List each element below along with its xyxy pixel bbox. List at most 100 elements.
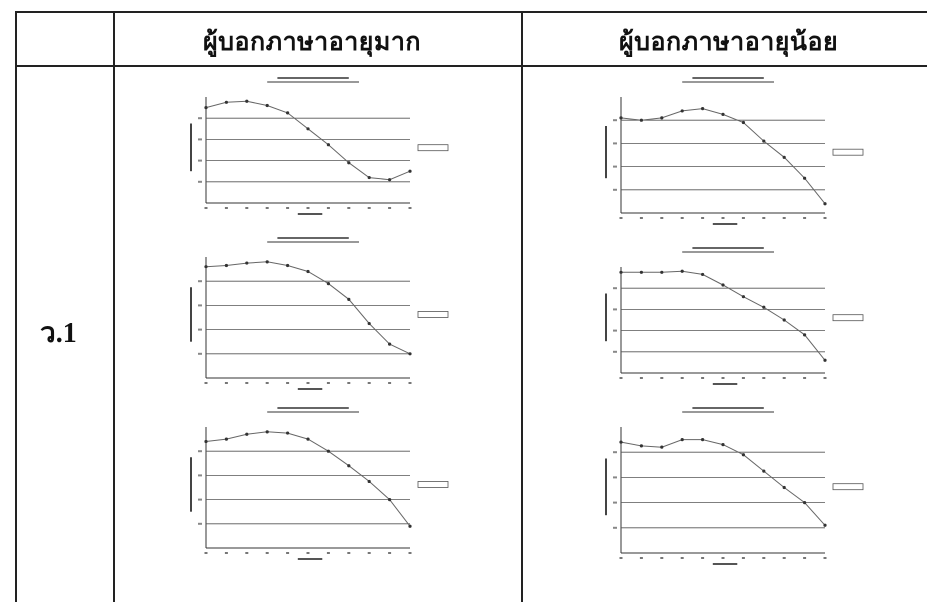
chart-x-tick <box>782 557 786 559</box>
younger-chart-2 <box>585 245 875 395</box>
chart-point <box>741 120 745 125</box>
chart-y-tick <box>613 526 617 529</box>
older-chart-1 <box>170 75 460 225</box>
chart-x-tick <box>741 217 745 219</box>
chart-y-tick <box>198 280 202 283</box>
chart-subtitle-mark <box>682 81 774 83</box>
older-chart-2 <box>170 235 460 400</box>
chart-point <box>306 437 310 441</box>
chart-point <box>286 263 290 268</box>
chart-point <box>660 445 664 449</box>
chart-x-tick <box>741 557 745 559</box>
chart-point <box>762 139 766 143</box>
chart-point <box>741 453 745 457</box>
chart-x-tick <box>245 382 249 384</box>
chart-point <box>782 155 786 159</box>
chart-legend <box>417 144 449 152</box>
chart-x-tick <box>245 207 249 209</box>
chart-point <box>367 479 371 484</box>
chart-x-tick <box>701 217 705 219</box>
chart-point <box>347 161 351 165</box>
chart-point <box>741 295 745 299</box>
chart-point <box>224 263 228 268</box>
chart-y-tick <box>613 142 617 145</box>
younger-chart-3 <box>585 405 875 575</box>
chart-x-tick <box>680 557 684 559</box>
header-bottom-border <box>15 65 927 67</box>
younger-chart-1 <box>585 75 875 235</box>
chart-point <box>823 202 827 206</box>
chart-point <box>388 342 392 346</box>
chart-point <box>388 178 392 182</box>
chart-point <box>245 432 249 436</box>
chart-point <box>224 100 228 104</box>
chart-point <box>326 143 330 147</box>
chart-point <box>782 485 786 490</box>
chart-title-mark <box>692 407 764 409</box>
chart-x-tick <box>388 207 392 209</box>
chart-y-tick <box>198 498 202 501</box>
chart-x-tick <box>619 377 623 379</box>
chart-x-tick <box>306 552 310 554</box>
chart-x-tick <box>347 552 351 554</box>
chart-x-tick <box>245 552 249 554</box>
chart-x-tick <box>782 217 786 219</box>
chart-ylabel-mark <box>190 287 192 342</box>
chart-point <box>265 260 269 264</box>
chart-y-tick <box>613 287 617 290</box>
chart-x-tick <box>306 207 310 209</box>
chart-point <box>619 440 623 444</box>
row-label: ว.1 <box>40 318 77 349</box>
chart-point <box>660 116 664 120</box>
chart-x-tick <box>326 382 330 384</box>
chart-y-tick <box>198 328 202 331</box>
chart-x-tick <box>265 207 269 209</box>
older-chart-2-svg <box>190 237 449 390</box>
chart-point <box>408 352 412 356</box>
chart-x-tick <box>639 557 643 559</box>
chart-series-line <box>205 431 411 527</box>
chart-subtitle-mark <box>267 411 359 413</box>
chart-x-tick <box>639 217 643 219</box>
chart-x-tick <box>639 377 643 379</box>
chart-y-tick <box>613 350 617 353</box>
chart-x-tick <box>823 557 827 559</box>
chart-y-tick <box>613 501 617 504</box>
chart-point <box>660 270 664 274</box>
chart-x-tick <box>408 382 412 384</box>
chart-x-tick <box>347 207 351 209</box>
chart-x-tick <box>823 217 827 219</box>
chart-legend <box>832 314 864 322</box>
chart-x-tick <box>680 217 684 219</box>
chart-point <box>639 118 643 122</box>
chart-x-tick <box>286 552 290 554</box>
chart-series-line <box>205 261 411 355</box>
chart-y-tick <box>613 451 617 454</box>
chart-x-tick <box>286 382 290 384</box>
chart-x-tick <box>224 552 228 554</box>
chart-x-tick <box>286 207 290 209</box>
chart-x-tick <box>741 377 745 379</box>
chart-x-tick <box>265 382 269 384</box>
chart-point <box>347 297 351 301</box>
chart-y-tick <box>198 474 202 477</box>
chart-point <box>204 439 208 444</box>
chart-x-tick <box>782 377 786 379</box>
chart-ylabel-mark <box>190 123 192 172</box>
older-chart-1-svg <box>190 77 449 215</box>
chart-point <box>701 107 705 111</box>
chart-y-tick <box>613 188 617 191</box>
chart-x-tick <box>721 217 725 219</box>
chart-title-mark <box>277 237 349 239</box>
chart-subtitle-mark <box>267 241 359 243</box>
chart-point <box>762 469 766 473</box>
chart-y-tick <box>198 304 202 307</box>
chart-x-tick <box>803 557 807 559</box>
chart-point <box>286 111 290 115</box>
chart-point <box>782 318 786 322</box>
chart-point <box>701 272 705 277</box>
chart-x-tick <box>762 377 766 379</box>
older-chart-3 <box>170 405 460 570</box>
chart-point <box>680 269 684 273</box>
chart-y-tick <box>613 476 617 479</box>
